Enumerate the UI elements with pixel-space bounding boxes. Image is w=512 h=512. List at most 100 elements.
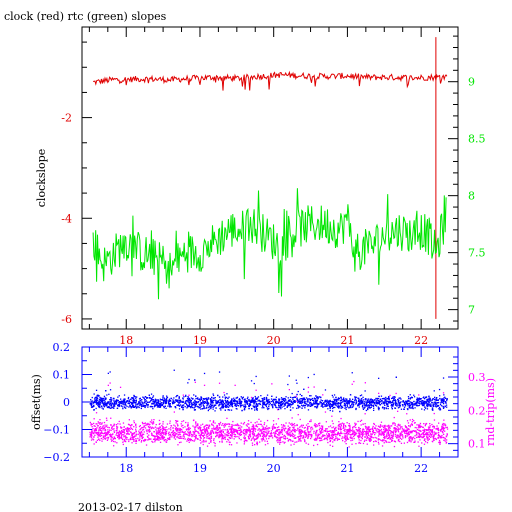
rndtrip-point xyxy=(335,436,337,438)
rndtrip-point xyxy=(111,435,113,438)
offset-point xyxy=(359,399,361,401)
rndtrip-point xyxy=(263,438,265,441)
offset-point xyxy=(111,403,113,405)
rndtrip-point xyxy=(348,432,350,435)
rndtrip-point xyxy=(111,437,113,439)
offset-point xyxy=(278,400,280,402)
rndtrip-point xyxy=(393,445,396,448)
offset-point xyxy=(384,400,386,403)
rndtrip-point xyxy=(410,437,412,439)
offset-point xyxy=(209,406,211,408)
offset-point xyxy=(441,405,443,407)
offset-point xyxy=(421,408,423,410)
rndtrip-point xyxy=(373,432,376,434)
rndtrip-point xyxy=(223,436,226,439)
rndtrip-point xyxy=(90,423,92,425)
offset-point xyxy=(446,399,448,402)
rndtrip-point xyxy=(147,426,150,428)
offset-point xyxy=(251,408,253,410)
rndtrip-point xyxy=(104,426,106,428)
offset-point xyxy=(117,396,119,398)
rndtrip-point xyxy=(125,429,128,431)
rndtrip-point xyxy=(182,437,185,440)
rndtrip-point xyxy=(383,432,385,434)
offset-point xyxy=(182,400,184,402)
offset-point xyxy=(168,403,170,406)
rndtrip-point xyxy=(127,428,129,430)
offset-point xyxy=(372,404,374,406)
rndtrip-point xyxy=(405,426,407,429)
rndtrip-point xyxy=(253,433,256,435)
rndtrip-point xyxy=(361,436,364,438)
offset-point xyxy=(324,405,326,407)
rndtrip-point xyxy=(193,419,195,421)
rndtrip-point xyxy=(319,436,321,439)
rndtrip-point xyxy=(379,439,382,441)
offset-point xyxy=(184,406,186,408)
rndtrip-point xyxy=(370,435,373,437)
rndtrip-point xyxy=(374,440,376,442)
offset-point xyxy=(310,398,312,400)
offset-point xyxy=(106,404,108,406)
rndtrip-point xyxy=(175,420,177,422)
rndtrip-point xyxy=(276,430,278,432)
offset-point xyxy=(175,396,177,398)
offset-point xyxy=(132,402,134,404)
rndtrip-point xyxy=(301,426,304,428)
rndtrip-point xyxy=(317,436,319,438)
rndtrip-point xyxy=(257,429,259,431)
offset-point xyxy=(227,403,230,405)
offset-point xyxy=(409,405,411,408)
offset-point xyxy=(203,402,205,404)
rndtrip-point xyxy=(146,423,149,426)
rndtrip-point xyxy=(400,433,402,435)
offset-point xyxy=(160,403,162,405)
rndtrip-point xyxy=(344,441,346,443)
rndtrip-point xyxy=(114,437,116,439)
rndtrip-point xyxy=(414,426,416,429)
rndtrip-point xyxy=(344,425,347,427)
rndtrip-point xyxy=(206,424,208,427)
rndtrip-point xyxy=(188,394,190,396)
rndtrip-point xyxy=(275,430,277,432)
rndtrip-point xyxy=(369,428,371,431)
rndtrip-point xyxy=(192,439,194,442)
rndtrip-point xyxy=(224,423,226,425)
rndtrip-point xyxy=(426,437,428,439)
rndtrip-point xyxy=(428,431,430,433)
rndtrip-point xyxy=(141,440,143,442)
rndtrip-point xyxy=(355,434,357,436)
rndtrip-point xyxy=(122,443,124,446)
rndtrip-point xyxy=(175,422,177,424)
offset-point xyxy=(368,401,370,403)
offset-point xyxy=(300,398,302,400)
rndtrip-point xyxy=(272,420,275,422)
rndtrip-point xyxy=(439,429,441,431)
offset-point xyxy=(443,397,445,399)
offset-point xyxy=(169,404,171,406)
offset-point xyxy=(99,403,101,405)
offset-point xyxy=(324,403,326,406)
rndtrip-point xyxy=(287,429,289,431)
rndtrip-point xyxy=(330,434,332,437)
offset-point xyxy=(293,400,295,402)
offset-point xyxy=(218,371,221,373)
rndtrip-point xyxy=(90,424,92,426)
offset-point xyxy=(227,402,230,404)
offset-point xyxy=(312,399,314,401)
offset-point xyxy=(127,402,129,404)
rndtrip-point xyxy=(386,435,388,437)
rndtrip-point xyxy=(210,440,212,442)
rndtrip-point xyxy=(143,426,145,428)
offset-point xyxy=(360,402,362,405)
rndtrip-point xyxy=(218,426,220,429)
offset-point xyxy=(268,405,270,407)
offset-point xyxy=(445,402,447,404)
rndtrip-point xyxy=(279,437,282,439)
offset-point xyxy=(163,405,165,408)
offset-point xyxy=(344,407,346,409)
rndtrip-point xyxy=(148,430,150,432)
offset-point xyxy=(236,397,238,399)
rndtrip-point xyxy=(397,440,400,442)
rndtrip-point xyxy=(131,434,133,436)
